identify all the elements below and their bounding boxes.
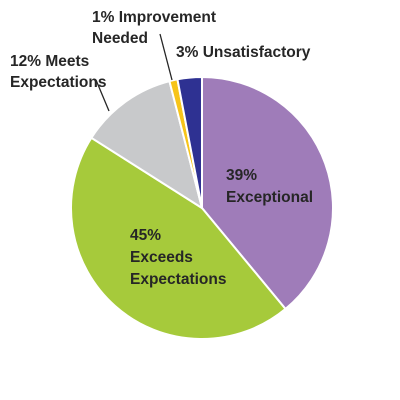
label-improvement-pct: 1% Improvement bbox=[92, 9, 216, 26]
pie-slice-exceptional bbox=[201, 75, 334, 311]
label-unsatisfactory: 3% Unsatisfactory bbox=[176, 44, 311, 61]
leader-improvement bbox=[159, 33, 173, 81]
label-improvement-name: Needed bbox=[92, 30, 148, 47]
pie-slices bbox=[70, 75, 334, 340]
label-exceptional-name: Exceptional bbox=[226, 189, 313, 206]
leader-meets bbox=[95, 79, 110, 112]
label-meets-name: Expectations bbox=[10, 74, 106, 91]
label-exceeds-name-2: Expectations bbox=[130, 271, 226, 288]
pie-slice-exceeds-expectations bbox=[70, 136, 287, 340]
label-exceeds-name-1: Exceeds bbox=[130, 249, 193, 266]
label-meets-pct: 12% Meets bbox=[10, 53, 89, 70]
pie-slice-unsatisfactory bbox=[176, 75, 203, 209]
label-exceeds-pct: 45% bbox=[130, 227, 161, 244]
label-exceptional-pct: 39% bbox=[226, 167, 257, 184]
leader-lines bbox=[95, 33, 173, 112]
pie-slice-meets-expectations bbox=[90, 79, 204, 211]
